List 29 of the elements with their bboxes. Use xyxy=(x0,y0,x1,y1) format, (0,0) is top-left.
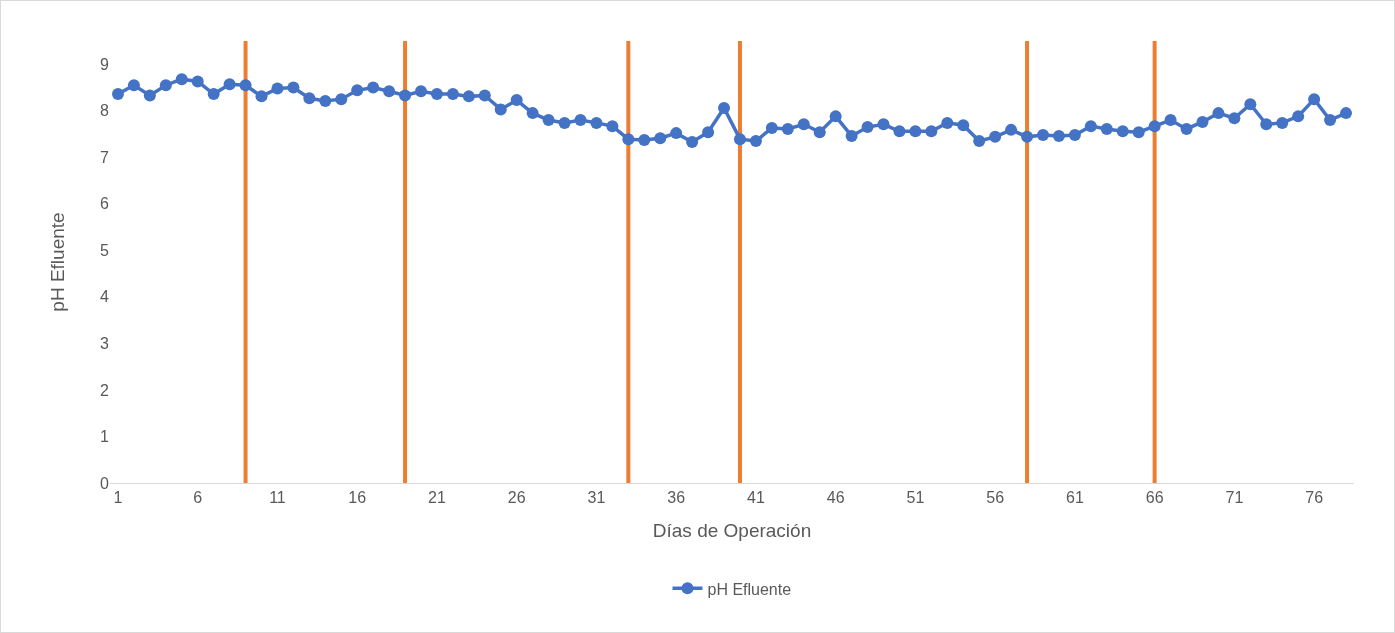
y-tick-label: 4 xyxy=(100,288,110,306)
y-tick-label: 1 xyxy=(100,428,110,446)
x-tick-label: 76 xyxy=(1305,489,1324,507)
x-axis-title: Días de Operación xyxy=(652,520,812,541)
x-tick-label: 26 xyxy=(507,489,526,507)
x-tick-label: 1 xyxy=(113,489,123,507)
x-tick-label: 36 xyxy=(667,489,686,507)
x-tick-label: 21 xyxy=(428,489,446,507)
y-axis-title: pH Efluente xyxy=(46,212,68,312)
x-tick-label: 56 xyxy=(986,489,1005,507)
x-tick-label: 61 xyxy=(1066,489,1084,507)
x-tick-label: 6 xyxy=(193,489,203,507)
y-tick-label: 8 xyxy=(100,102,110,120)
x-tick-label: 51 xyxy=(906,489,925,507)
y-tick-label: 7 xyxy=(100,148,110,166)
x-tick-label: 16 xyxy=(348,489,367,507)
y-tick-label: 6 xyxy=(100,195,110,213)
x-tick-label: 31 xyxy=(587,489,606,507)
x-tick-label: 11 xyxy=(269,489,286,507)
y-tick-label: 9 xyxy=(100,55,110,73)
x-tick-label: 41 xyxy=(747,489,765,507)
y-tick-label: 5 xyxy=(100,241,110,259)
x-tick-label: 71 xyxy=(1225,489,1244,507)
x-tick-label: 46 xyxy=(826,489,845,507)
x-tick-label: 66 xyxy=(1145,489,1164,507)
y-tick-label: 0 xyxy=(100,474,110,492)
y-tick-label: 2 xyxy=(100,381,110,399)
legend-label: pH Efluente xyxy=(707,580,792,598)
y-tick-label: 3 xyxy=(100,335,110,353)
